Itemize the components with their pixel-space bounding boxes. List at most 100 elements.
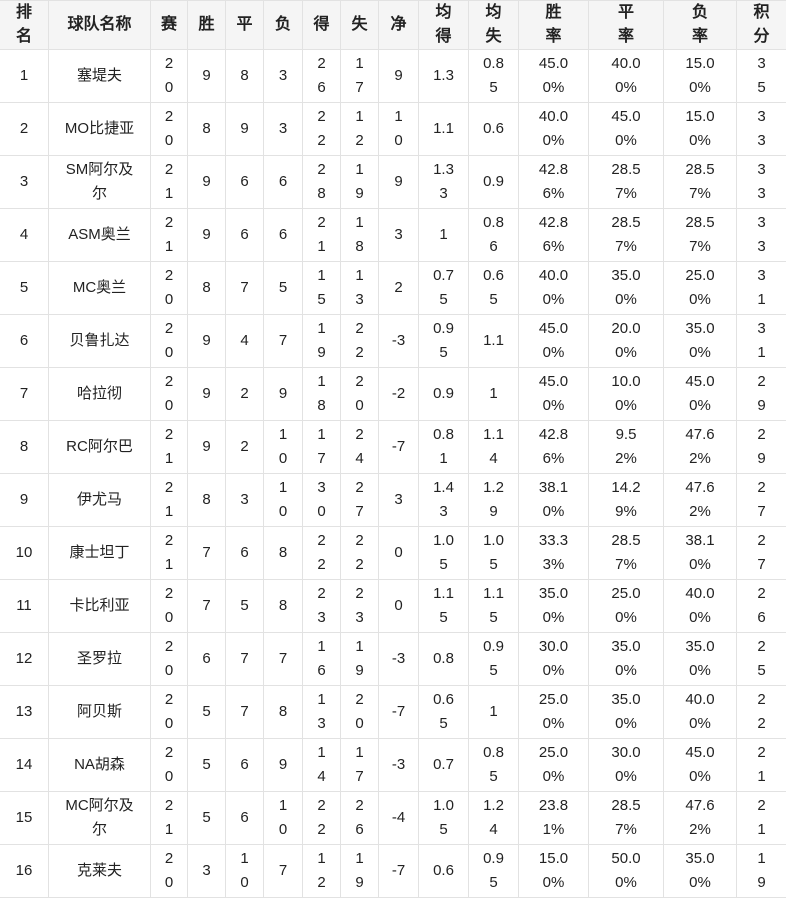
- rank-value: 11: [16, 594, 32, 618]
- cell-avg-for: 0.75: [419, 262, 469, 315]
- cell-win-rate: 40.00%: [519, 103, 589, 156]
- goal-diff-value: 3: [391, 488, 406, 512]
- goal-diff-value: 2: [391, 276, 406, 300]
- loss-rate-value: 47.62%: [684, 423, 717, 471]
- wins-value: 8: [201, 276, 213, 300]
- win-rate-value: 45.00%: [537, 370, 570, 418]
- cell-played: 21: [151, 527, 188, 580]
- points-value: 21: [756, 741, 768, 789]
- points-value: 33: [756, 158, 768, 206]
- cell-draws: 6: [226, 527, 264, 580]
- draws-value: 7: [239, 276, 251, 300]
- cell-goal-diff: -4: [379, 792, 419, 845]
- header-win-rate: 胜率: [519, 1, 589, 50]
- losses-value: 8: [277, 700, 289, 724]
- goals-for-value: 28: [316, 158, 328, 206]
- header-draws: 平: [226, 1, 264, 50]
- wins-value: 8: [201, 488, 213, 512]
- loss-rate-value: 40.00%: [684, 582, 717, 630]
- goals-against-value: 12: [354, 105, 366, 153]
- played-value: 20: [163, 582, 175, 630]
- cell-avg-for: 1.05: [419, 792, 469, 845]
- cell-played: 20: [151, 103, 188, 156]
- cell-win-rate: 25.00%: [519, 739, 589, 792]
- cell-avg-for: 1.3: [419, 50, 469, 103]
- team-value: ASM奥兰: [60, 223, 140, 247]
- cell-avg-against: 1.15: [469, 580, 519, 633]
- points-value: 27: [756, 529, 768, 577]
- rank-value: 4: [20, 223, 28, 247]
- draw-rate-value: 25.00%: [610, 582, 643, 630]
- cell-avg-for: 1.05: [419, 527, 469, 580]
- draw-rate-value: 35.00%: [610, 688, 643, 736]
- cell-team: MC奥兰: [49, 262, 151, 315]
- losses-value: 3: [277, 117, 289, 141]
- losses-value: 9: [277, 382, 289, 406]
- goal-diff-value: 0: [391, 594, 406, 618]
- header-label: 胜率: [545, 1, 563, 49]
- cell-draw-rate: 28.57%: [589, 209, 664, 262]
- draws-value: 6: [239, 170, 251, 194]
- cell-draw-rate: 9.52%: [589, 421, 664, 474]
- points-value: 31: [756, 264, 768, 312]
- cell-draw-rate: 35.00%: [589, 686, 664, 739]
- goal-diff-value: -7: [391, 700, 406, 724]
- cell-rank: 1: [0, 50, 49, 103]
- header-wins: 胜: [188, 1, 226, 50]
- team-value: 阿贝斯: [60, 700, 140, 724]
- played-value: 21: [163, 476, 175, 524]
- cell-goals-against: 26: [341, 792, 379, 845]
- losses-value: 7: [277, 859, 289, 883]
- cell-draw-rate: 28.57%: [589, 156, 664, 209]
- avg-for-value: 0.81: [432, 423, 455, 471]
- rank-value: 13: [16, 700, 33, 724]
- cell-played: 20: [151, 50, 188, 103]
- draw-rate-value: 28.57%: [610, 794, 643, 842]
- played-value: 21: [163, 158, 175, 206]
- cell-loss-rate: 35.00%: [664, 845, 737, 898]
- goals-for-value: 21: [316, 211, 328, 259]
- cell-wins: 5: [188, 739, 226, 792]
- avg-against-value: 0.65: [482, 264, 505, 312]
- cell-draws: 8: [226, 50, 264, 103]
- header-label: 排名: [15, 1, 33, 49]
- wins-value: 5: [201, 806, 213, 830]
- cell-win-rate: 23.81%: [519, 792, 589, 845]
- cell-goals-for: 14: [303, 739, 341, 792]
- cell-played: 20: [151, 368, 188, 421]
- goals-against-value: 23: [354, 582, 366, 630]
- cell-draws: 4: [226, 315, 264, 368]
- cell-loss-rate: 45.00%: [664, 368, 737, 421]
- cell-team: MC阿尔及尔: [49, 792, 151, 845]
- played-value: 21: [163, 794, 175, 842]
- goals-for-value: 14: [316, 741, 328, 789]
- goal-diff-value: 10: [391, 105, 406, 153]
- goal-diff-value: -2: [391, 382, 406, 406]
- cell-rank: 3: [0, 156, 49, 209]
- wins-value: 9: [201, 64, 213, 88]
- goals-against-value: 20: [354, 370, 366, 418]
- points-value: 21: [756, 794, 768, 842]
- draw-rate-value: 28.57%: [610, 211, 643, 259]
- goal-diff-value: 0: [391, 541, 406, 565]
- cell-avg-against: 1.14: [469, 421, 519, 474]
- win-rate-value: 35.00%: [537, 582, 570, 630]
- cell-points: 31: [737, 315, 786, 368]
- cell-draw-rate: 35.00%: [589, 633, 664, 686]
- cell-avg-against: 0.6: [469, 103, 519, 156]
- cell-win-rate: 45.00%: [519, 50, 589, 103]
- played-value: 21: [163, 211, 175, 259]
- cell-team: 康士坦丁: [49, 527, 151, 580]
- cell-losses: 8: [264, 580, 303, 633]
- wins-value: 9: [201, 329, 213, 353]
- draw-rate-value: 35.00%: [610, 635, 643, 683]
- avg-against-value: 0.85: [482, 52, 505, 100]
- cell-avg-against: 0.85: [469, 50, 519, 103]
